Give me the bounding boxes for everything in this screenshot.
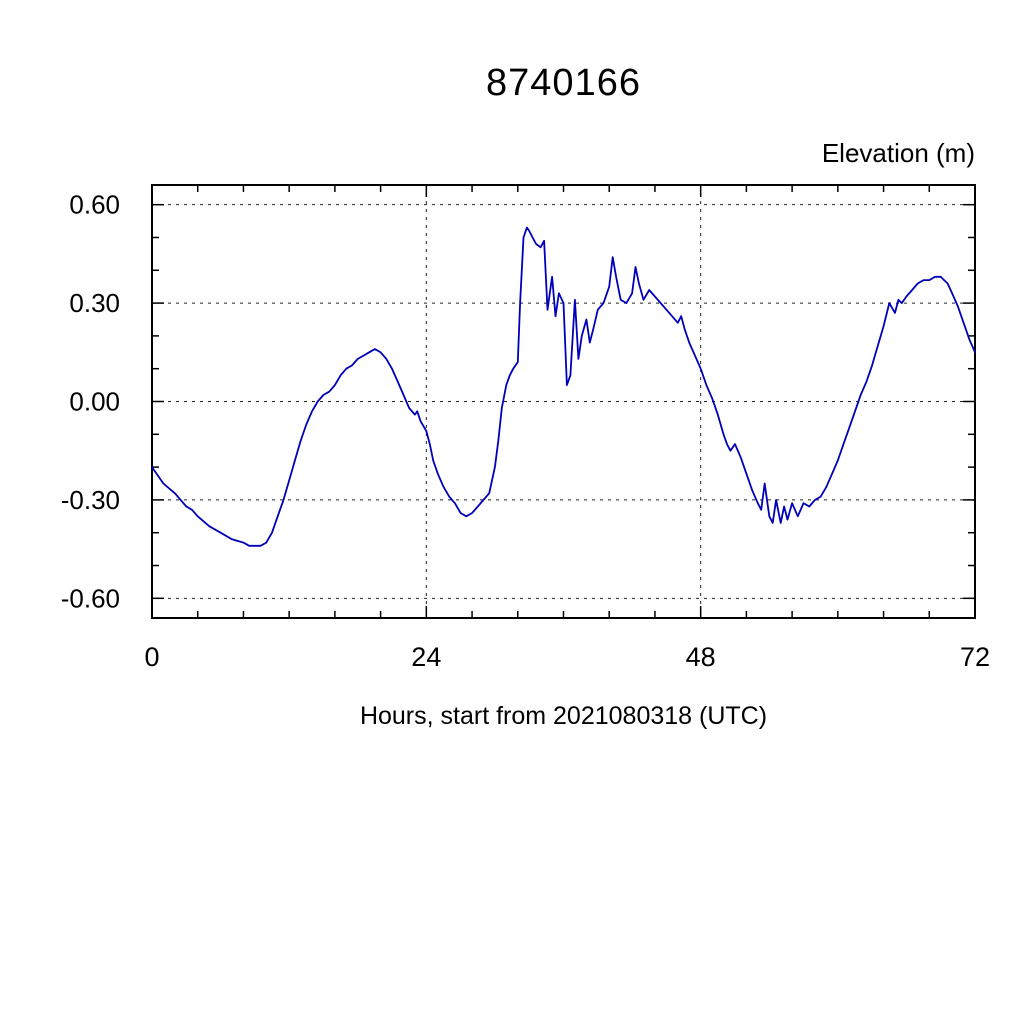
x-axis-label: Hours, start from 2021080318 (UTC): [359, 702, 768, 730]
y-tick-label: 0.00: [69, 387, 120, 417]
y-tick-label: -0.60: [61, 583, 120, 613]
x-tick-labels: 0 24 48 72: [144, 642, 990, 672]
x-tick-label: 0: [144, 642, 159, 672]
gridlines: [152, 185, 975, 618]
y-tick-label: 0.60: [69, 190, 120, 220]
axis-ticks: [151, 185, 976, 618]
elevation-line: [151, 226, 976, 547]
chart-title: 8740166: [486, 62, 641, 104]
y-tick-labels: -0.60 -0.30 0.00 0.30 0.60: [61, 190, 120, 614]
y-tick-label: -0.30: [61, 485, 120, 515]
y-tick-label: 0.30: [69, 288, 120, 318]
x-tick-label: 72: [960, 642, 990, 672]
elevation-axis-label: Elevation (m): [821, 138, 975, 168]
plot-frame: [151, 184, 976, 619]
x-tick-label: 48: [686, 642, 716, 672]
x-tick-label: 24: [411, 642, 441, 672]
